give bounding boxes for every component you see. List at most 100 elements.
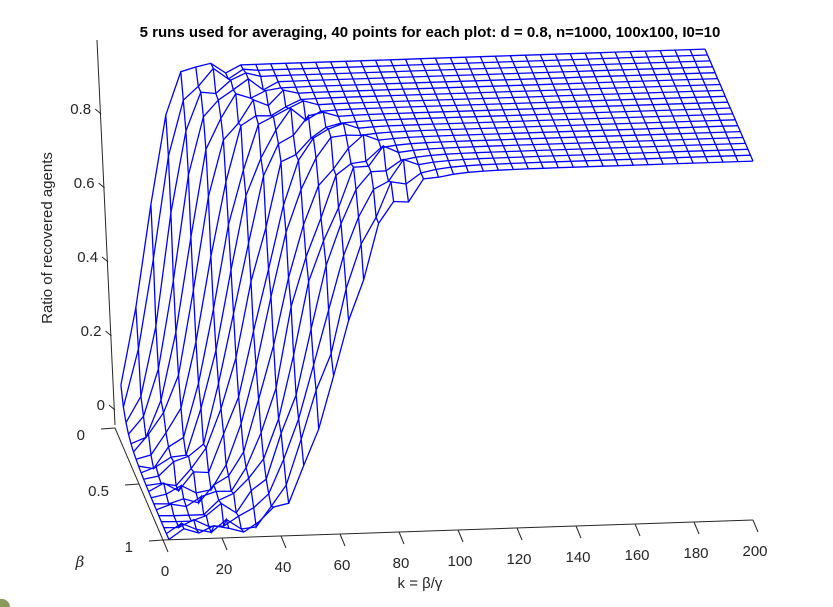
chart-title: 5 runs used for averaging, 40 points for…: [140, 24, 721, 41]
k-tick-mark: [280, 535, 287, 549]
mesh-line-beta-12: [151, 119, 736, 499]
k-tick-label: 20: [216, 561, 233, 578]
mesh-line-beta-10: [146, 107, 731, 487]
z-tick-mark: [105, 330, 112, 337]
beta-tick-label: 1: [125, 539, 133, 556]
mesh-line-k-8: [240, 64, 290, 504]
mesh-line-k-33: [614, 51, 664, 165]
mesh-line-k-1: [135, 307, 185, 529]
mesh-line-k-10: [270, 63, 320, 430]
z-tick-label: 0: [97, 397, 105, 414]
mesh-line-beta-2: [125, 60, 711, 423]
z-tick-mark: [108, 404, 116, 411]
k-tick-label: 100: [447, 553, 472, 570]
z-tick-label: 0.4: [77, 249, 98, 266]
mesh-line-beta-13: [153, 125, 738, 505]
mesh-line-k-12: [300, 62, 350, 321]
k-tick-mark: [162, 539, 169, 553]
mesh-line-beta-8: [140, 95, 726, 474]
beta-tick-mark: [100, 427, 116, 430]
mesh-line-k-7: [225, 72, 274, 508]
mesh-line-k-26: [509, 55, 559, 168]
axes: 0 0.2 0.4 0.6 0.8 0 0.5 1 0 20 40 60 80 100 120 140 160 1…: [70, 39, 768, 580]
mesh-line-beta-6: [135, 83, 721, 460]
mesh-line-k-23: [464, 56, 514, 170]
k-tick-mark: [516, 527, 523, 541]
mesh-line-k-37: [674, 49, 724, 163]
z-tick-label: 0.6: [74, 175, 95, 192]
mesh-line-k-16: [359, 60, 410, 203]
mesh-line-k-27: [524, 54, 574, 168]
mesh-line-k-30: [569, 53, 619, 166]
beta-tick-label: 0.5: [88, 483, 109, 500]
z-tick-label: 0.8: [70, 101, 91, 118]
z-axis-line: [96, 39, 116, 426]
mesh-line-beta-1: [122, 54, 708, 408]
mesh-line-k-24: [479, 56, 529, 170]
mesh-line-k-15: [345, 61, 395, 202]
mesh-line-k-11: [285, 63, 335, 377]
mesh-line-k-3: [165, 114, 215, 535]
mesh-line-k-9: [255, 64, 305, 466]
mesh-line-k-34: [629, 51, 679, 164]
mesh-line-k-32: [599, 52, 649, 165]
mesh-line-beta-19: [168, 160, 754, 541]
k-tick-mark: [575, 525, 582, 539]
k-tick-mark: [398, 531, 405, 545]
mesh-line-k-20: [419, 58, 470, 173]
y-axis-label: β: [75, 553, 85, 571]
z-tick-mark: [101, 256, 109, 263]
x-axis-label: k = β/γ: [398, 575, 443, 592]
mesh-line-k-2: [150, 204, 200, 534]
k-tick-mark: [339, 533, 346, 547]
k-tick-mark: [634, 523, 641, 537]
mesh-line-k-35: [644, 50, 694, 164]
mesh-line-k-36: [659, 50, 709, 163]
k-tick-mark: [221, 537, 228, 551]
k-tick-label: 40: [275, 559, 292, 576]
mesh-line-beta-0: [120, 48, 706, 386]
z-tick-label: 0.2: [81, 323, 102, 340]
mesh-line-beta-11: [148, 113, 733, 493]
mesh-line-k-17: [374, 60, 425, 180]
k-tick-label: 60: [334, 557, 351, 574]
mesh-line-beta-17: [163, 148, 748, 529]
k-tick-mark: [693, 521, 700, 535]
k-tick-label: 120: [506, 551, 531, 568]
mesh-line-k-39: [704, 48, 754, 162]
mesh-line-k-28: [539, 54, 589, 167]
mesh-line-k-6: [210, 63, 260, 530]
surface-mesh: [120, 48, 754, 541]
z-tick-mark: [94, 108, 102, 115]
mesh-line-beta-9: [143, 101, 728, 480]
k-tick-label: 180: [683, 545, 708, 562]
mesh-line-beta-3: [128, 66, 713, 435]
mesh-line-beta-15: [158, 136, 743, 517]
z-axis-label: Ratio of recovered agents: [39, 152, 56, 324]
mesh-line-k-4: [180, 71, 230, 529]
mesh-line-k-25: [494, 55, 544, 169]
z-tick-mark: [98, 182, 105, 189]
k-tick-mark: [457, 529, 464, 543]
mesh-line-beta-14: [156, 130, 741, 511]
k-tick-label: 160: [624, 547, 649, 564]
mesh-line-beta-16: [161, 142, 746, 523]
beta-tick-mark: [148, 539, 164, 542]
mesh-line-k-29: [554, 53, 604, 167]
mesh-line-beta-4: [130, 72, 716, 445]
mesh-line-k-0: [120, 384, 170, 540]
mesh-line-beta-7: [138, 89, 723, 470]
k-tick-label: 200: [742, 543, 767, 560]
k-tick-label: 0: [161, 563, 169, 580]
k-tick-label: 80: [393, 555, 410, 572]
mesh-line-beta-5: [133, 77, 718, 453]
corner-decoration: [0, 599, 10, 607]
k-tick-mark: [752, 519, 759, 533]
mesh-line-k-19: [404, 59, 455, 175]
beta-tick-mark: [124, 483, 140, 486]
mesh-line-k-18: [389, 59, 440, 178]
beta-tick-label: 0: [77, 427, 85, 444]
mesh-line-k-5: [195, 66, 245, 533]
mesh-line-k-38: [689, 49, 739, 162]
